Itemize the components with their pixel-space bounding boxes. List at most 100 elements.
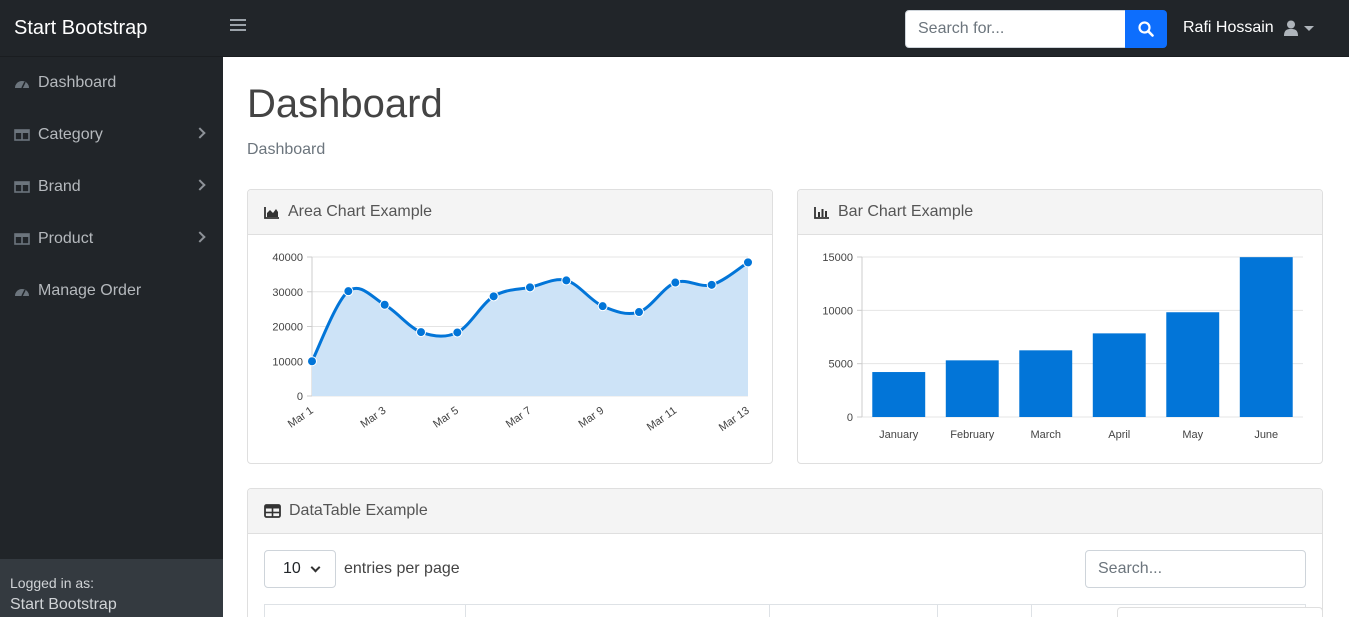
columns-icon (14, 233, 30, 245)
data-point (452, 327, 463, 338)
bar-chart-card-header: Bar Chart Example (798, 190, 1322, 235)
floating-widget[interactable] (1117, 607, 1323, 617)
y-tick-label: 15000 (822, 252, 853, 264)
sidebar-item-brand[interactable]: Brand (0, 161, 223, 213)
x-tick-label: April (1108, 429, 1130, 441)
x-tick-label: Mar 7 (504, 405, 534, 431)
area-chart-card-header: Area Chart Example (248, 190, 772, 235)
y-tick-label: 20000 (272, 322, 303, 334)
datatable-card-header: DataTable Example (248, 489, 1322, 534)
x-tick-label: May (1182, 429, 1203, 441)
tachometer-icon (15, 289, 29, 297)
table-column-divider (465, 605, 466, 617)
table-column-divider (937, 605, 938, 617)
sidebar-item-dashboard[interactable]: Dashboard (0, 57, 223, 109)
y-tick-label: 30000 (272, 287, 303, 299)
bar-chart-icon (814, 206, 829, 219)
chevron-right-icon (194, 231, 206, 243)
bar-chart-card: Bar Chart Example 0 5000 10000 15000 January… (797, 189, 1323, 464)
y-tick-label: 10000 (272, 356, 303, 368)
area-fill (312, 262, 748, 396)
sidebar-item-label: Manage Order (38, 282, 142, 299)
area-chart: 0 10000 20000 30000 40000 Mar 1 Mar 3 Mar 5 Mar … (272, 252, 753, 434)
navbar-brand[interactable]: Start Bootstrap (14, 17, 148, 39)
user-menu[interactable]: Rafi Hossain (1183, 19, 1314, 37)
x-tick-label: February (950, 429, 995, 441)
data-point (416, 327, 426, 338)
sidebar-item-product[interactable]: Product (0, 213, 223, 265)
sidebar-item-category[interactable]: Category (0, 109, 223, 161)
chevron-right-icon (194, 127, 206, 139)
y-tick-label: 0 (297, 391, 303, 403)
table-column-divider (769, 605, 770, 617)
table-icon (264, 504, 281, 518)
data-point (634, 307, 644, 318)
datatable-card: DataTable Example 10 entries per page (247, 488, 1323, 617)
x-tick-label: March (1030, 429, 1061, 441)
logged-in-label: Logged in as: (10, 575, 95, 591)
navbar-search-button[interactable] (1125, 10, 1167, 48)
sidebar-item-label: Brand (38, 178, 81, 195)
area-chart-title: Area Chart Example (288, 203, 433, 220)
search-icon (1138, 21, 1154, 37)
table-column-divider (1031, 605, 1032, 617)
navbar-search-input[interactable] (905, 10, 1126, 48)
data-point (525, 282, 535, 293)
data-point (307, 356, 317, 367)
sidebar: Dashboard Category Brand Product Manage … (0, 57, 223, 617)
bar (1019, 350, 1073, 417)
data-point (670, 277, 681, 288)
user-name: Rafi Hossain (1183, 19, 1274, 36)
sidebar-item-manage-order[interactable]: Manage Order (0, 265, 223, 317)
data-point (743, 257, 753, 268)
x-tick-label: Mar 5 (431, 405, 461, 431)
y-tick-label: 5000 (829, 359, 853, 371)
chevron-right-icon (194, 179, 206, 191)
sidebar-item-label: Product (38, 230, 94, 247)
columns-icon (14, 129, 30, 141)
bar-chart-title: Bar Chart Example (838, 203, 974, 220)
table-column-divider (264, 605, 265, 617)
x-tick-label: Mar 11 (645, 405, 679, 434)
columns-icon (14, 181, 30, 193)
data-point (597, 301, 608, 312)
tachometer-icon (15, 81, 29, 89)
area-chart-icon (264, 206, 279, 219)
x-tick-label: Mar 9 (576, 405, 606, 431)
x-tick-label: January (879, 429, 919, 441)
x-tick-label: Mar 3 (358, 405, 388, 431)
x-tick-label: Mar 1 (286, 405, 316, 431)
data-point (379, 299, 390, 310)
bar (1166, 312, 1220, 417)
logged-in-user: Start Bootstrap (10, 596, 117, 613)
data-point (706, 279, 717, 290)
sidebar-item-label: Dashboard (38, 74, 117, 91)
chevron-down-icon (310, 562, 321, 573)
sidebar-toggle-icon[interactable] (230, 19, 246, 35)
sidebar-footer: Logged in as: Start Bootstrap (0, 559, 223, 617)
x-tick-label: Mar 13 (717, 405, 752, 434)
top-navbar: Start Bootstrap Rafi Hossain (0, 0, 1349, 57)
page-title: Dashboard (247, 82, 443, 126)
entries-value: 10 (283, 560, 301, 577)
data-point (343, 286, 354, 297)
entries-per-page-label: entries per page (344, 560, 460, 577)
bar (945, 360, 999, 417)
datatable-title: DataTable Example (289, 502, 428, 519)
bar (1092, 333, 1146, 417)
x-tick-label: June (1254, 429, 1278, 441)
datatable-search-input[interactable] (1085, 550, 1306, 588)
user-icon (1283, 20, 1298, 36)
data-point (561, 275, 572, 286)
sidebar-item-label: Category (38, 126, 103, 143)
y-tick-label: 10000 (822, 305, 853, 317)
breadcrumb: Dashboard (247, 141, 326, 158)
y-tick-label: 0 (847, 412, 853, 424)
data-point (488, 291, 499, 302)
y-tick-label: 40000 (272, 252, 303, 264)
bar (872, 372, 926, 417)
bar-chart: 0 5000 10000 15000 January February March April… (822, 252, 1303, 441)
area-chart-card: Area Chart Example 0 10000 20000 30000 40000… (247, 189, 773, 464)
entries-per-page-select[interactable]: 10 (264, 550, 336, 588)
caret-down-icon (1303, 25, 1314, 31)
